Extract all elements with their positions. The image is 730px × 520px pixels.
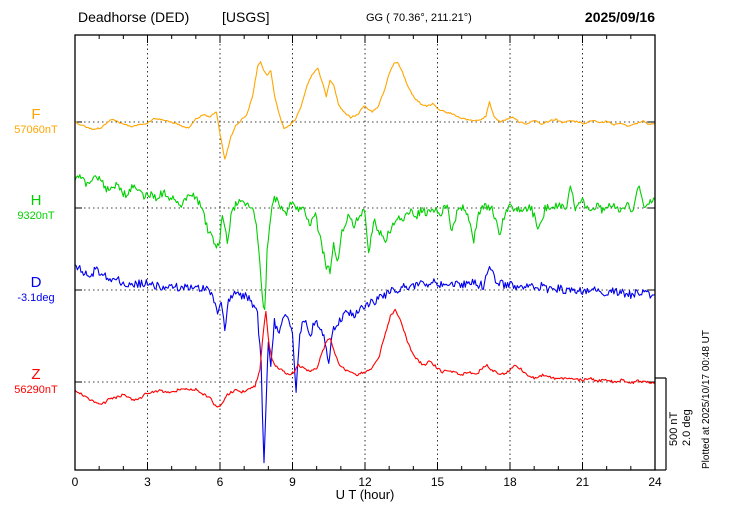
x-tick-label: 12 [358,475,372,489]
x-tick-label: 6 [217,475,224,489]
scale-bar-label: 500 nT 2.0 deg [668,409,694,446]
series-baseline-h: 9320nT [17,210,55,222]
plot-frame [74,34,656,471]
series-letter-d: D [30,274,42,291]
x-tick-label: 15 [431,475,445,489]
agency-label: [USGS] [222,9,270,25]
trace-f [75,61,655,160]
x-tick-label: 0 [72,475,79,489]
series-baseline-z: 56290nT [14,384,58,396]
plot-date: 2025/09/16 [584,9,655,25]
series-baseline-f: 57060nT [14,124,58,136]
x-axis-title: U T (hour) [335,487,395,502]
series-baseline-d: -3.1deg [17,292,55,304]
x-tick-label: 9 [289,475,296,489]
plotted-timestamp: Plotted at 2025/10/17 00:48 UT [701,330,712,469]
series-letter-f: F [31,106,41,123]
series-label-h: H 9320nT [0,192,72,223]
scale-deg-label: 2.0 deg [681,409,693,446]
series-letter-h: H [30,192,42,209]
traces-group [75,61,655,464]
series-label-d: D -3.1deg [0,274,72,305]
x-tick-label: 3 [144,475,151,489]
trace-d [75,264,655,464]
scale-nt-label: 500 nT [668,411,680,446]
x-tick-label: 21 [576,475,590,489]
geo-coordinates: GG ( 70.36°, 211.21°) [366,12,472,24]
x-tick-label: 24 [648,475,662,489]
trace-z [75,308,655,408]
x-tick-label: 18 [503,475,517,489]
series-label-z: Z 56290nT [0,366,72,397]
station-title: Deadhorse (DED) [78,9,190,25]
series-label-f: F 57060nT [0,106,72,137]
series-letter-z: Z [31,366,41,383]
trace-h [75,174,655,311]
